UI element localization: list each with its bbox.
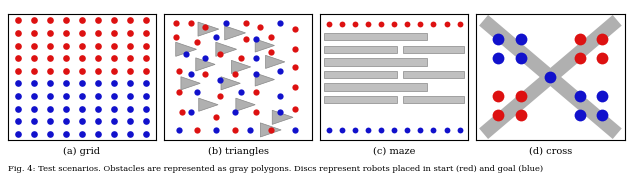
- Bar: [324, 71, 397, 78]
- Text: Fig. 4: Test scenarios. Obstacles are represented as gray polygons. Discs repres: Fig. 4: Test scenarios. Obstacles are re…: [8, 165, 543, 173]
- Polygon shape: [196, 58, 215, 71]
- Bar: [324, 58, 427, 65]
- Polygon shape: [232, 60, 251, 74]
- Text: (c) maze: (c) maze: [373, 147, 415, 156]
- Bar: [403, 96, 464, 103]
- Bar: [324, 96, 397, 103]
- Polygon shape: [221, 77, 240, 90]
- Polygon shape: [216, 42, 237, 56]
- Polygon shape: [236, 98, 255, 111]
- Polygon shape: [266, 55, 285, 68]
- Polygon shape: [272, 110, 293, 124]
- Polygon shape: [225, 26, 246, 40]
- Polygon shape: [255, 39, 275, 52]
- Polygon shape: [198, 22, 219, 36]
- Text: (d) cross: (d) cross: [529, 147, 572, 156]
- Polygon shape: [260, 123, 281, 137]
- Polygon shape: [255, 73, 275, 86]
- Text: (b) triangles: (b) triangles: [207, 147, 269, 156]
- Text: (a) grid: (a) grid: [63, 147, 100, 156]
- Bar: [403, 71, 464, 78]
- Polygon shape: [176, 42, 196, 56]
- Bar: [324, 83, 427, 91]
- Polygon shape: [199, 98, 218, 111]
- Bar: [324, 33, 427, 40]
- Polygon shape: [181, 77, 200, 90]
- Bar: [324, 46, 397, 53]
- Bar: [403, 46, 464, 53]
